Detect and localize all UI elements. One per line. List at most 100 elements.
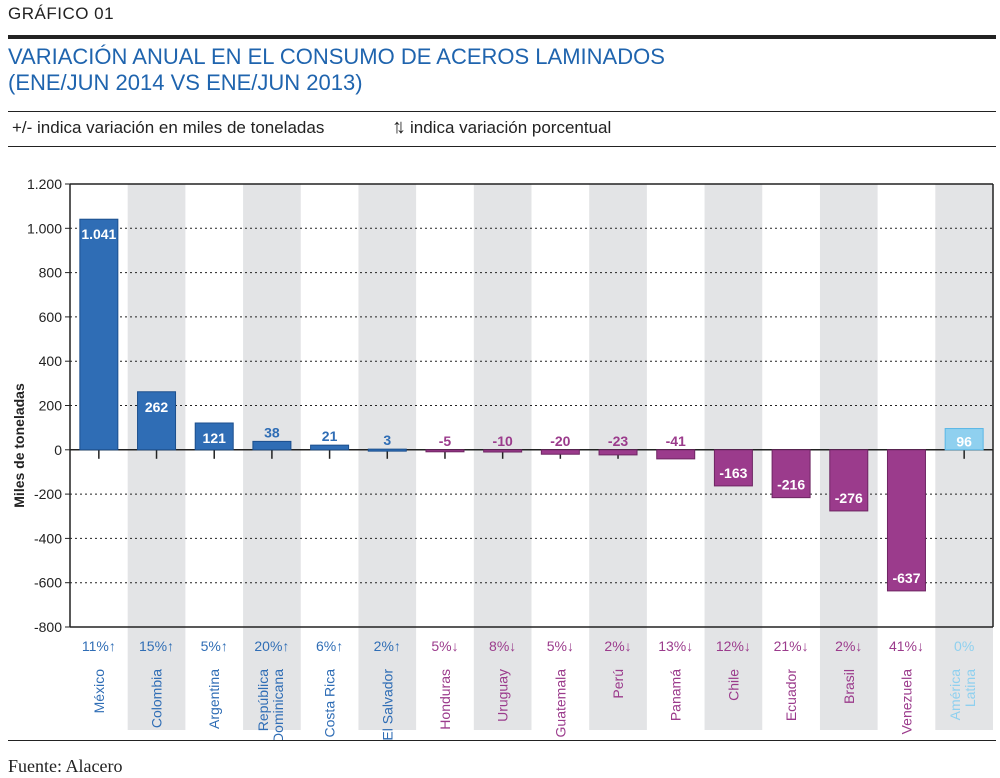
- category-label-line: Colombia: [149, 669, 165, 728]
- y-tick-label: 1.200: [27, 176, 62, 192]
- category-label-line: Latina: [962, 669, 978, 707]
- percent-label: 21%↓: [774, 638, 809, 654]
- category-label: Uruguay: [495, 669, 511, 722]
- percent-label: 11%↑: [82, 638, 116, 654]
- percent-label: 2%↓: [835, 638, 862, 654]
- footer-rule: [8, 740, 996, 741]
- percent-label: 0%: [954, 638, 974, 654]
- bar-guatemala: [540, 449, 580, 455]
- category-label-line: República: [255, 669, 271, 731]
- category-label: Guatemala: [552, 669, 568, 738]
- category-label: Venezuela: [898, 669, 914, 735]
- bar-chile: [713, 449, 753, 487]
- figure-label: GRÁFICO 01: [8, 4, 115, 23]
- y-tick-label: -400: [34, 530, 62, 546]
- top-rule: [8, 35, 996, 39]
- legend-rule-top: [8, 111, 996, 112]
- bar-panam-: [656, 449, 696, 460]
- value-label: 1.041: [81, 226, 116, 242]
- chart-title-line-2: (ENE/JUN 2014 VS ENE/JUN 2013): [8, 70, 363, 95]
- y-tick-label: 1.000: [27, 220, 62, 236]
- category-label: Panamá: [668, 669, 684, 721]
- value-label: 38: [264, 424, 280, 440]
- category-label: Colombia: [149, 669, 165, 728]
- value-label: -216: [777, 477, 805, 493]
- category-label-line: Venezuela: [898, 669, 914, 735]
- bar-venezuela: [886, 449, 926, 592]
- category-label: Chile: [725, 669, 741, 701]
- percent-label: 13%↓: [658, 638, 693, 654]
- category-label-line: Argentina: [206, 669, 222, 729]
- category-label: Brasil: [841, 669, 857, 704]
- percent-label: 20%↑: [254, 638, 289, 654]
- category-label: Ecuador: [783, 669, 799, 721]
- percent-label: 41%↓: [889, 638, 924, 654]
- category-label: México: [91, 669, 107, 714]
- category-label-line: Guatemala: [552, 669, 568, 738]
- category-label-line: Uruguay: [495, 669, 511, 722]
- category-label-line: Ecuador: [783, 669, 799, 721]
- legend-rule-bottom: [8, 146, 996, 147]
- legend-percent-text: indica variación porcentual: [410, 117, 612, 137]
- value-label: 262: [145, 399, 169, 415]
- value-label: 21: [322, 428, 338, 444]
- bar-colombia: [137, 391, 177, 451]
- category-label-line: Perú: [610, 669, 626, 699]
- value-label: -5: [439, 433, 452, 449]
- value-label: 121: [203, 430, 227, 446]
- bar-el-salvador: [367, 448, 407, 452]
- y-tick-label: -800: [34, 619, 62, 635]
- category-label: AméricaLatina: [947, 669, 978, 721]
- bar-m-xico: [79, 218, 119, 451]
- bar-argentina: [194, 422, 234, 451]
- percent-label: 5%↑: [201, 638, 228, 654]
- bar-chart: -800 -600 -400 -200 0 200 400 600 800 1.000 1.200 M…: [11, 176, 994, 740]
- category-label: RepúblicaDominicana: [255, 669, 286, 740]
- category-label-line: El Salvador: [379, 669, 395, 740]
- chart-title-line-1: VARIACIÓN ANUAL EN EL CONSUMO DE ACEROS …: [8, 44, 665, 69]
- value-label: 96: [956, 434, 972, 450]
- legend-absolute: +/- indica variación en miles de tonelad…: [12, 118, 325, 137]
- category-label: Perú: [610, 669, 626, 699]
- bar-costa-rica: [310, 444, 350, 451]
- percent-label: 2%↓: [604, 638, 631, 654]
- percent-label: 2%↑: [374, 638, 401, 654]
- category-label: Honduras: [437, 669, 453, 730]
- category-label-line: América: [947, 669, 963, 721]
- bar-per-: [598, 449, 638, 456]
- legend-percent: ↑↓ indica variación porcentual: [392, 116, 611, 139]
- category-label-line: Brasil: [841, 669, 857, 704]
- y-tick-label: -600: [34, 575, 62, 591]
- up-down-arrows-icon: ↑↓: [392, 116, 406, 138]
- percent-label: 15%↑: [139, 638, 174, 654]
- category-label: Argentina: [206, 669, 222, 729]
- category-label-line: México: [91, 669, 107, 714]
- bar-rep-blica-dominicana: [252, 440, 292, 451]
- y-tick-label: 0: [54, 442, 62, 458]
- bar-ecuador: [771, 449, 811, 499]
- bar-honduras: [425, 449, 465, 453]
- category-label: El Salvador: [379, 669, 395, 740]
- bar-am-rica-latina: [944, 428, 984, 451]
- bar-uruguay: [483, 449, 523, 453]
- category-label-line: Chile: [725, 669, 741, 701]
- category-label: Costa Rica: [322, 669, 338, 738]
- source-note: Fuente: Alacero: [8, 756, 123, 776]
- value-label: -20: [550, 433, 570, 449]
- percent-label: 8%↓: [489, 638, 516, 654]
- category-label-line: Panamá: [668, 669, 684, 721]
- percent-label: 5%↓: [431, 638, 458, 654]
- y-tick-label: 400: [39, 353, 63, 369]
- value-label: -637: [892, 570, 920, 586]
- bar-brasil: [829, 449, 869, 512]
- y-tick-label: 800: [39, 265, 63, 281]
- category-label-line: Honduras: [437, 669, 453, 730]
- y-tick-label: 600: [39, 309, 63, 325]
- y-tick-label: 200: [39, 398, 63, 414]
- value-label: -23: [608, 433, 628, 449]
- category-label-line: Dominicana: [270, 669, 286, 740]
- value-label: -41: [666, 433, 686, 449]
- category-label-line: Costa Rica: [322, 669, 338, 738]
- value-label: -163: [719, 465, 747, 481]
- value-label: -276: [835, 490, 863, 506]
